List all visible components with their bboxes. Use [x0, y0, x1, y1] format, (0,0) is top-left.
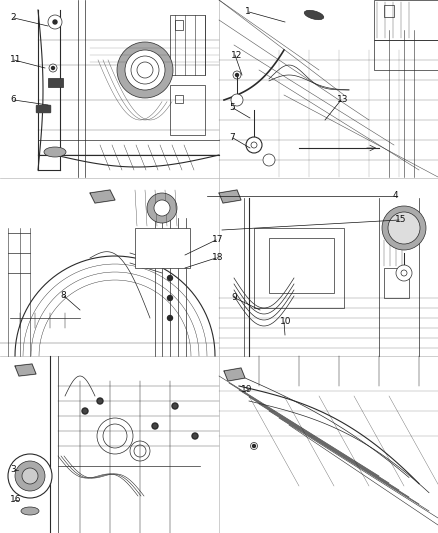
Polygon shape [224, 368, 245, 381]
Circle shape [117, 42, 173, 98]
Circle shape [152, 423, 158, 429]
Text: 13: 13 [337, 95, 349, 104]
Circle shape [263, 154, 275, 166]
Circle shape [48, 15, 62, 29]
Circle shape [8, 454, 52, 498]
Circle shape [49, 64, 57, 72]
Polygon shape [219, 190, 241, 203]
Bar [175, 20, 183, 30]
Circle shape [167, 276, 173, 280]
Circle shape [252, 445, 255, 448]
Circle shape [97, 398, 103, 404]
Text: 18: 18 [212, 254, 223, 262]
Bar [269, 238, 334, 293]
Bar [384, 268, 409, 298]
Text: 4: 4 [393, 191, 399, 200]
Circle shape [396, 265, 412, 281]
Circle shape [172, 403, 178, 409]
Bar [170, 15, 205, 75]
Text: 10: 10 [280, 318, 292, 327]
Text: 5: 5 [229, 103, 235, 112]
Circle shape [125, 50, 165, 90]
Text: 6: 6 [10, 95, 16, 104]
Text: 9: 9 [231, 294, 237, 303]
Circle shape [22, 468, 38, 484]
Text: 7: 7 [229, 133, 235, 142]
Bar [384, 5, 394, 17]
Circle shape [52, 67, 54, 69]
Circle shape [246, 137, 262, 153]
Circle shape [231, 94, 243, 106]
Text: 17: 17 [212, 236, 223, 245]
Circle shape [53, 20, 57, 24]
Ellipse shape [304, 10, 324, 20]
Text: 3: 3 [10, 465, 16, 474]
Circle shape [236, 74, 239, 77]
Text: 15: 15 [395, 215, 406, 224]
Circle shape [233, 71, 241, 79]
Circle shape [388, 212, 420, 244]
Text: 11: 11 [10, 55, 21, 64]
Circle shape [147, 193, 177, 223]
Circle shape [82, 408, 88, 414]
Bar [170, 85, 205, 135]
Bar [254, 228, 344, 308]
Circle shape [167, 295, 173, 301]
Ellipse shape [21, 507, 39, 515]
Polygon shape [15, 364, 36, 376]
Circle shape [15, 461, 45, 491]
Circle shape [192, 433, 198, 439]
Circle shape [154, 200, 170, 216]
Bar [374, 40, 438, 70]
Bar [175, 95, 183, 103]
Polygon shape [90, 190, 115, 203]
Bar [374, 0, 438, 40]
Text: 1: 1 [245, 7, 251, 17]
Text: 8: 8 [60, 292, 66, 301]
Text: 16: 16 [10, 496, 21, 505]
Ellipse shape [44, 147, 66, 157]
Polygon shape [36, 105, 50, 112]
Circle shape [167, 316, 173, 320]
Text: 12: 12 [231, 51, 242, 60]
FancyBboxPatch shape [47, 77, 63, 86]
Text: 19: 19 [241, 385, 252, 394]
Circle shape [251, 442, 258, 449]
Bar [135, 228, 190, 268]
Circle shape [382, 206, 426, 250]
Text: 2: 2 [10, 13, 16, 22]
